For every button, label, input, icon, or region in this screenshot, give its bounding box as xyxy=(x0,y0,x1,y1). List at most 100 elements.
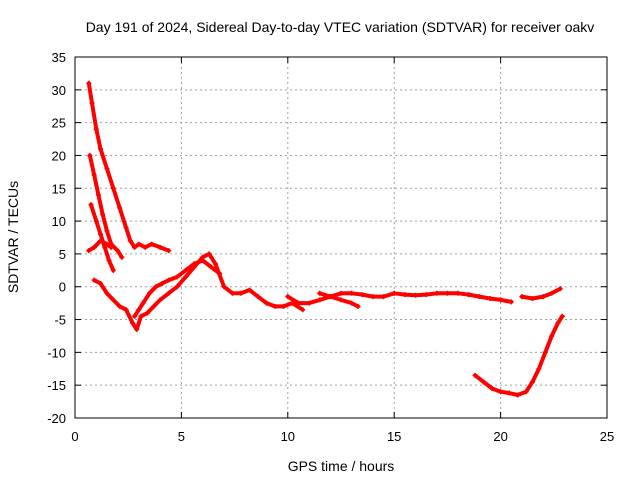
data-point xyxy=(498,389,504,395)
series-arc-g xyxy=(285,290,514,306)
y-tick-label: -20 xyxy=(47,411,66,426)
x-tick-label: 0 xyxy=(71,429,78,444)
series-arc-a xyxy=(86,80,172,254)
data-point xyxy=(423,292,429,298)
data-point xyxy=(174,284,180,290)
chart-title: Day 191 of 2024, Sidereal Day-to-day VTE… xyxy=(86,19,595,35)
data-point xyxy=(444,290,450,296)
data-point xyxy=(104,228,110,234)
data-point xyxy=(159,280,165,286)
data-point xyxy=(153,284,159,290)
data-point xyxy=(508,299,514,305)
data-point xyxy=(338,297,344,303)
data-point xyxy=(536,366,542,372)
y-tick-label: 0 xyxy=(59,280,66,295)
data-point xyxy=(481,379,487,385)
data-point xyxy=(93,126,99,132)
series-trace xyxy=(86,81,171,253)
data-point xyxy=(306,300,312,306)
data-point xyxy=(472,372,478,378)
data-point xyxy=(402,292,408,298)
data-point xyxy=(523,389,529,395)
data-point xyxy=(246,287,252,293)
data-point xyxy=(217,271,223,277)
series-trace xyxy=(92,251,305,332)
data-point xyxy=(559,313,565,319)
data-point xyxy=(91,172,97,178)
data-point xyxy=(138,313,144,319)
data-point xyxy=(91,244,97,250)
data-point xyxy=(359,292,365,298)
series-arc-h xyxy=(317,290,361,309)
data-point xyxy=(115,248,121,254)
data-point xyxy=(104,241,110,247)
data-point xyxy=(295,300,301,306)
data-point xyxy=(498,297,504,303)
x-axis-title: GPS time / hours xyxy=(288,458,395,474)
data-point xyxy=(255,294,261,300)
data-point xyxy=(542,349,548,355)
x-tick-label: 20 xyxy=(493,429,507,444)
data-point xyxy=(434,290,440,296)
data-point xyxy=(555,320,561,326)
y-tick-label: 20 xyxy=(52,148,66,163)
plot-frame xyxy=(74,56,608,419)
series-trace xyxy=(285,291,514,306)
data-point xyxy=(89,100,95,106)
data-point xyxy=(134,326,140,332)
data-point xyxy=(119,254,125,260)
x-tick-label: 15 xyxy=(387,429,401,444)
data-point xyxy=(146,290,152,296)
data-point xyxy=(208,264,214,270)
data-point xyxy=(317,290,323,296)
data-point xyxy=(515,392,521,398)
data-point xyxy=(151,303,157,309)
series-arc-j xyxy=(472,313,565,398)
series-trace xyxy=(87,153,124,260)
data-point xyxy=(123,225,129,231)
data-point xyxy=(349,300,355,306)
data-point xyxy=(327,294,333,300)
data-point xyxy=(149,241,155,247)
data-point xyxy=(140,300,146,306)
y-tick-label: -15 xyxy=(47,378,66,393)
data-point xyxy=(117,205,123,211)
x-tick-label: 10 xyxy=(281,429,295,444)
series-trace xyxy=(473,314,565,397)
data-point xyxy=(540,294,546,300)
y-tick-label: 25 xyxy=(52,116,66,131)
data-point xyxy=(285,294,291,300)
data-point xyxy=(506,390,512,396)
data-layer xyxy=(86,80,565,398)
series-arc-f xyxy=(132,257,223,319)
data-point xyxy=(206,251,212,257)
data-point xyxy=(519,294,525,300)
y-tick-label: 10 xyxy=(52,214,66,229)
data-point xyxy=(86,80,92,86)
data-point xyxy=(487,296,493,302)
data-point xyxy=(229,290,235,296)
data-point xyxy=(144,310,150,316)
data-point xyxy=(100,212,106,218)
data-point xyxy=(157,244,163,250)
y-tick-label: 5 xyxy=(59,247,66,262)
data-point xyxy=(127,238,133,244)
data-point xyxy=(132,313,138,319)
data-point xyxy=(476,294,482,300)
series-arc-d xyxy=(86,238,114,254)
data-point xyxy=(272,303,278,309)
y-tick-label: 30 xyxy=(52,83,66,98)
data-point xyxy=(191,261,197,267)
data-point xyxy=(338,290,344,296)
data-point xyxy=(86,248,92,254)
data-point xyxy=(391,290,397,296)
data-point xyxy=(174,274,180,280)
data-point xyxy=(530,379,536,385)
y-axis-title: SDTVAR / TECUs xyxy=(5,181,21,293)
data-point xyxy=(98,146,104,152)
data-point xyxy=(281,303,287,309)
data-point xyxy=(317,297,323,303)
data-point xyxy=(370,294,376,300)
data-point xyxy=(300,307,306,313)
y-tick-label: 35 xyxy=(52,50,66,65)
